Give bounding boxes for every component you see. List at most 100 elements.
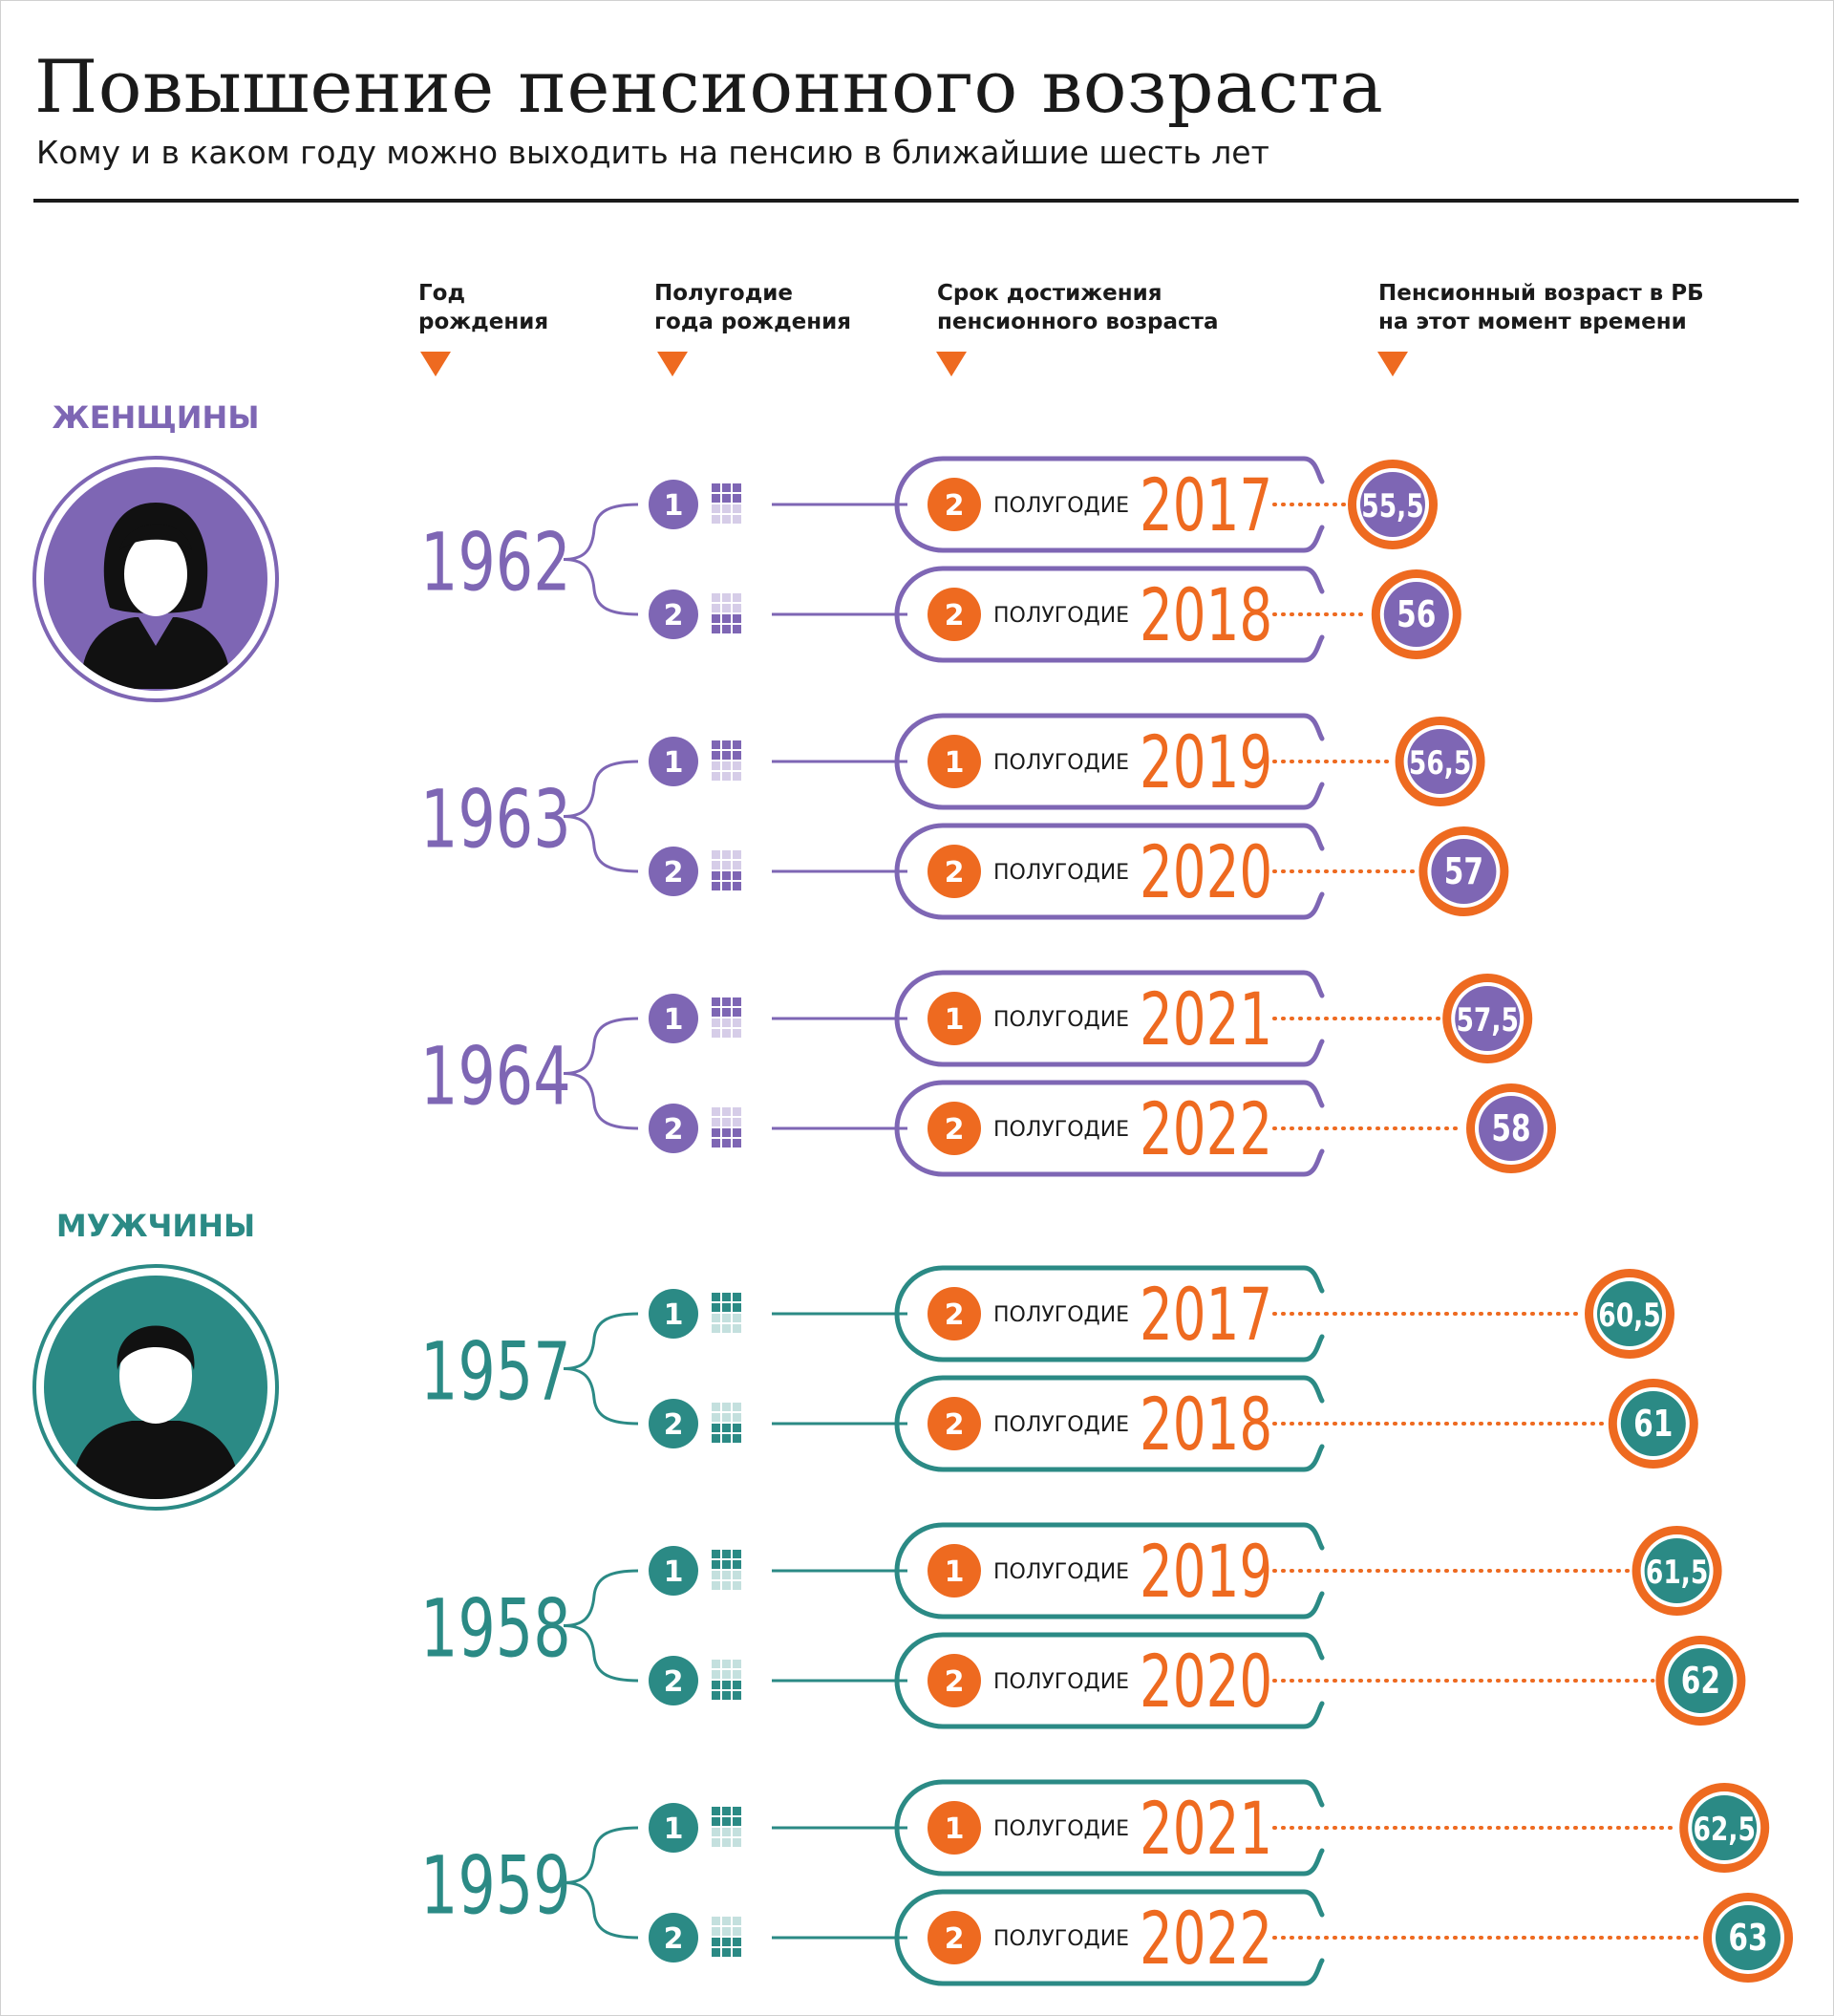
retire-half-number: 2 <box>945 1113 965 1147</box>
retirement-pill <box>894 1265 1325 1362</box>
grid-cell <box>712 1413 720 1422</box>
grid-cell <box>733 1560 741 1569</box>
retire-half-badge <box>928 478 981 531</box>
grid-cell <box>722 1413 731 1422</box>
grid-cell <box>733 997 741 1006</box>
grid-cell <box>722 1681 731 1689</box>
grid-cell <box>722 1029 731 1038</box>
age-badge-inner <box>1407 729 1473 794</box>
column-header-line: Срок достижения <box>937 281 1162 306</box>
grid-cell <box>712 997 720 1006</box>
grid-cell <box>733 515 741 524</box>
half-year-word: ПОЛУГОДИЕ <box>993 604 1129 628</box>
grid-cell <box>733 1828 741 1836</box>
grid-cell <box>722 1838 731 1847</box>
half-year-grid-icon <box>712 1403 741 1443</box>
retirement-year-label: 2019 <box>1140 720 1272 804</box>
retirement-pill <box>894 456 1325 553</box>
half-year-word: ПОЛУГОДИЕ <box>993 1118 1129 1142</box>
retire-half-number: 1 <box>945 746 965 780</box>
half-year-grid-icon <box>712 997 741 1038</box>
grid-cell <box>712 772 720 781</box>
column-header-birth-year: Год рождения <box>418 279 548 336</box>
retire-half-badge <box>928 735 981 788</box>
retirement-pill <box>894 1779 1325 1877</box>
retire-half-badge <box>928 845 981 898</box>
grid-cell <box>722 1670 731 1679</box>
column-arrow-icon <box>1377 352 1408 376</box>
age-badge-inner <box>1597 1281 1662 1346</box>
retire-half-badge <box>928 1102 981 1155</box>
grid-cell <box>712 604 720 612</box>
retirement-year-label: 2017 <box>1140 1273 1272 1357</box>
half-year-word: ПОЛУГОДИЕ <box>993 494 1129 518</box>
retirement-age-value: 61,5 <box>1646 1555 1708 1592</box>
retirement-year-label: 2017 <box>1140 463 1272 547</box>
age-badge-inner <box>1431 839 1497 904</box>
retirement-pill <box>894 1375 1325 1472</box>
grid-cell <box>722 593 731 602</box>
birth-year-bracket <box>563 1826 639 1940</box>
retirement-year-label: 2018 <box>1140 1383 1272 1467</box>
birth-half-number: 2 <box>664 1665 684 1699</box>
retirement-year-label: 2022 <box>1140 1087 1272 1171</box>
grid-cell <box>722 1403 731 1411</box>
retirement-pill <box>894 1632 1325 1729</box>
grid-cell <box>733 1550 741 1558</box>
birth-half-badge <box>649 590 698 639</box>
man-face-shape <box>119 1328 192 1424</box>
grid-cell <box>733 1128 741 1137</box>
woman-fringe-shape <box>119 524 192 550</box>
age-badge-inner <box>1692 1795 1758 1860</box>
retirement-age-value: 61 <box>1633 1403 1673 1446</box>
retirement-year-label: 2022 <box>1140 1897 1272 1981</box>
half-year-word: ПОЛУГОДИЕ <box>993 861 1129 885</box>
retire-half-badge <box>928 1287 981 1340</box>
grid-cell <box>733 504 741 513</box>
retirement-year-label: 2018 <box>1140 573 1272 657</box>
grid-cell <box>722 504 731 513</box>
grid-cell <box>722 1927 731 1936</box>
retirement-age-value: 57 <box>1444 850 1483 893</box>
grid-cell <box>722 1107 731 1116</box>
column-header-retirement-age: Пенсионный возраст в РБ на этот момент в… <box>1378 279 1704 336</box>
grid-cell <box>733 1571 741 1579</box>
man-avatar-icon <box>32 1264 279 1511</box>
retirement-year-label: 2021 <box>1140 977 1272 1062</box>
grid-cell <box>722 1817 731 1826</box>
half-year-word: ПОЛУГОДИЕ <box>993 1670 1129 1694</box>
retire-half-number: 2 <box>945 856 965 890</box>
birth-half-number: 2 <box>664 1408 684 1442</box>
grid-cell <box>712 871 720 880</box>
grid-cell <box>733 1434 741 1443</box>
age-badge-inner <box>1455 986 1521 1051</box>
grid-cell <box>712 1128 720 1137</box>
woman-body-shape <box>80 617 231 689</box>
grid-cell <box>733 1107 741 1116</box>
grid-cell <box>733 1670 741 1679</box>
retire-half-number: 1 <box>945 1003 965 1037</box>
age-badge-inner <box>1620 1391 1686 1456</box>
grid-cell <box>712 1817 720 1826</box>
grid-cell <box>722 1550 731 1558</box>
birth-half-number: 1 <box>664 1298 684 1332</box>
grid-cell <box>733 1008 741 1017</box>
half-year-word: ПОЛУГОДИЕ <box>993 1413 1129 1437</box>
grid-cell <box>712 1019 720 1027</box>
grid-cell <box>722 494 731 503</box>
grid-cell <box>733 761 741 770</box>
grid-cell <box>733 1029 741 1038</box>
birth-half-badge <box>649 737 698 786</box>
grid-cell <box>733 625 741 633</box>
birth-half-badge <box>649 1913 698 1962</box>
grid-cell <box>712 882 720 890</box>
grid-cell <box>733 740 741 749</box>
grid-cell <box>722 751 731 760</box>
grid-cell <box>733 1324 741 1333</box>
avatar-silhouette <box>80 503 231 689</box>
grid-cell <box>712 1303 720 1312</box>
grid-cell <box>712 1917 720 1925</box>
grid-cell <box>733 861 741 869</box>
column-header-line: Пенсионный возраст в РБ <box>1378 281 1704 306</box>
